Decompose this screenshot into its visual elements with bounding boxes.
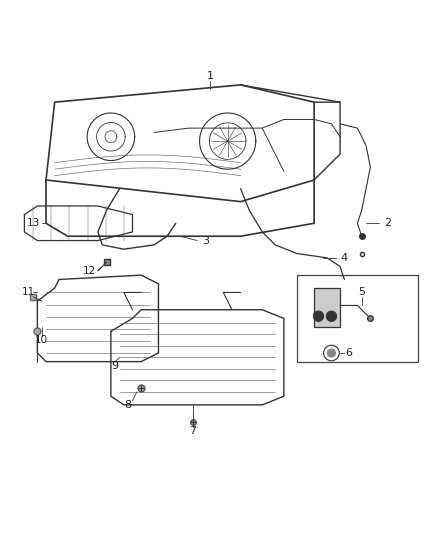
Text: 6: 6 — [345, 348, 352, 358]
Text: 5: 5 — [358, 287, 365, 297]
Text: 9: 9 — [112, 361, 119, 371]
Text: 11: 11 — [22, 287, 35, 297]
Circle shape — [326, 311, 337, 321]
Bar — [314, 288, 340, 327]
Text: 10: 10 — [35, 335, 48, 345]
Text: 8: 8 — [125, 400, 132, 410]
Circle shape — [328, 349, 336, 357]
Text: 13: 13 — [26, 218, 40, 228]
Text: 4: 4 — [341, 253, 348, 263]
Text: 7: 7 — [190, 426, 197, 436]
Text: 2: 2 — [384, 218, 391, 228]
Text: 12: 12 — [83, 266, 96, 276]
Circle shape — [313, 311, 324, 321]
Text: 3: 3 — [202, 236, 209, 246]
Bar — [297, 275, 418, 361]
Text: 1: 1 — [207, 71, 214, 81]
